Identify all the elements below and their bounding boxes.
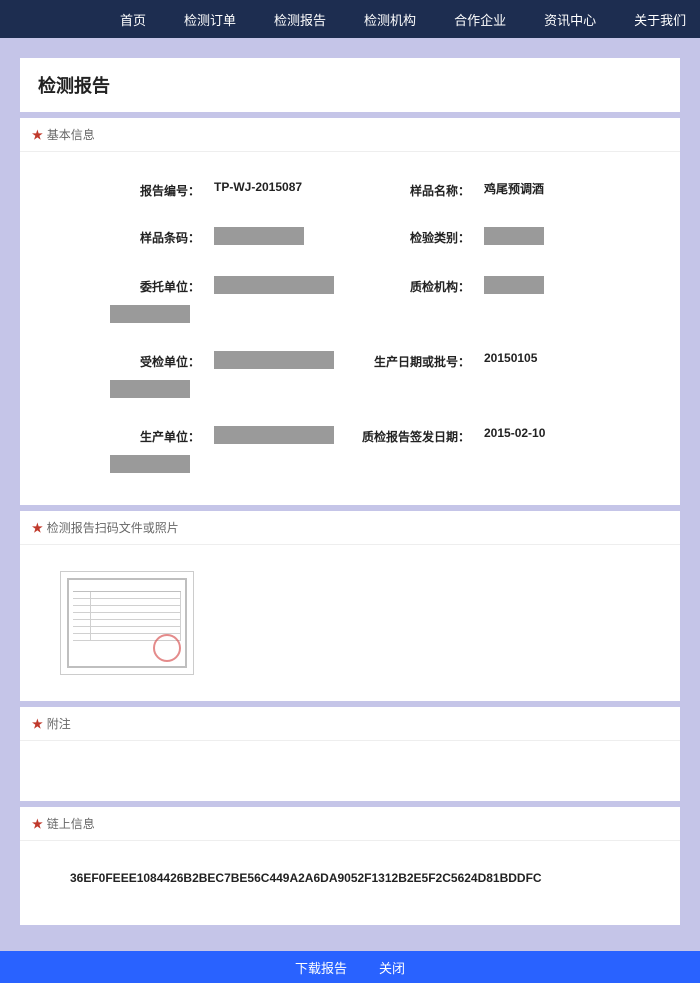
close-button[interactable]: 关闭 [379,958,405,977]
field-report-no: 报告编号： TP-WJ-2015087 [90,180,340,199]
nav-news[interactable]: 资讯中心 [544,10,596,29]
issue-date-label: 质检报告签发日期： [360,426,470,445]
report-no-value: TP-WJ-2015087 [214,180,302,194]
nav-about[interactable]: 关于我们 [634,10,686,29]
panel-remark: ★ 附注 [20,707,680,801]
panel-remark-header: ★ 附注 [20,707,680,741]
entrust-unit-value-redacted-2 [110,305,190,323]
download-button[interactable]: 下载报告 [295,958,347,977]
qc-org-label: 质检机构： [360,276,470,295]
page-container: 检测报告 ★ 基本信息 报告编号： TP-WJ-2015087 样品名称： 鸡尾预… [0,38,700,951]
field-issue-date: 质检报告签发日期： 2015-02-10 [360,426,610,473]
prod-date-value: 20150105 [484,351,537,365]
field-qc-org: 质检机构： [360,276,610,323]
prod-date-label: 生产日期或批号： [360,351,470,370]
inspect-type-label: 检验类别： [360,227,470,246]
field-sample-barcode: 样品条码： [90,227,340,248]
nav-orders[interactable]: 检测订单 [184,10,236,29]
entrust-unit-value-redacted [214,276,334,294]
sample-barcode-label: 样品条码： [90,227,200,246]
panel-scan-header: ★ 检测报告扫码文件或照片 [20,511,680,545]
page-title: 检测报告 [20,58,680,112]
panel-basic-header: ★ 基本信息 [20,118,680,152]
chain-hash-value: 36EF0FEEE1084426B2BEC7BE56C449A2A6DA9052… [20,841,680,925]
inspected-unit-label: 受检单位： [90,351,200,370]
qc-org-value-redacted [484,276,544,294]
field-entrust-unit: 委托单位： [90,276,340,323]
stamp-icon [153,634,181,662]
field-inspect-type: 检验类别： [360,227,610,248]
star-icon: ★ [32,128,43,142]
remark-body [20,741,680,801]
prod-unit-value-redacted-2 [110,455,190,473]
panel-basic-title: 基本信息 [47,128,95,142]
panel-chain-header: ★ 链上信息 [20,807,680,841]
panel-chain: ★ 链上信息 36EF0FEEE1084426B2BEC7BE56C449A2A6… [20,807,680,925]
nav-orgs[interactable]: 检测机构 [364,10,416,29]
prod-unit-value-redacted [214,426,334,444]
field-prod-date: 生产日期或批号： 20150105 [360,351,610,398]
nav-home[interactable]: 首页 [120,10,146,29]
panel-remark-title: 附注 [47,717,71,731]
inspected-unit-value-redacted [214,351,334,369]
issue-date-value: 2015-02-10 [484,426,545,440]
star-icon: ★ [32,521,43,535]
field-sample-name: 样品名称： 鸡尾预调酒 [360,180,610,199]
star-icon: ★ [32,717,43,731]
panel-scan-title: 检测报告扫码文件或照片 [47,521,179,535]
document-preview-icon [67,578,187,668]
nav-reports[interactable]: 检测报告 [274,10,326,29]
entrust-unit-label: 委托单位： [90,276,200,295]
report-no-label: 报告编号： [90,180,200,199]
panel-scan: ★ 检测报告扫码文件或照片 [20,511,680,701]
field-prod-unit: 生产单位： [90,426,340,473]
scan-thumbnail[interactable] [60,571,194,675]
panel-chain-title: 链上信息 [47,817,95,831]
panel-basic: ★ 基本信息 报告编号： TP-WJ-2015087 样品名称： 鸡尾预调酒 样品… [20,118,680,505]
footer-bar: 下载报告 关闭 [0,951,700,983]
sample-name-value: 鸡尾预调酒 [484,180,544,197]
prod-unit-label: 生产单位： [90,426,200,445]
top-nav: 首页 检测订单 检测报告 检测机构 合作企业 资讯中心 关于我们 [0,0,700,38]
sample-barcode-value-redacted [214,227,304,245]
star-icon: ★ [32,817,43,831]
nav-partners[interactable]: 合作企业 [454,10,506,29]
inspected-unit-value-redacted-2 [110,380,190,398]
field-inspected-unit: 受检单位： [90,351,340,398]
sample-name-label: 样品名称： [360,180,470,199]
inspect-type-value-redacted [484,227,544,245]
